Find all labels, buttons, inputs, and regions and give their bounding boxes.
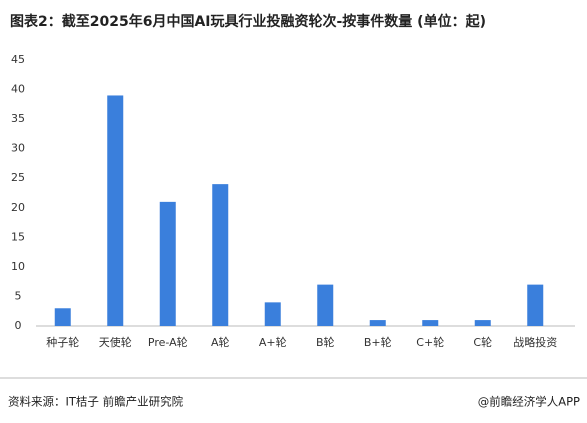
bar [527,284,544,326]
bar [422,320,439,326]
x-tick-label: B+轮 [364,335,392,349]
y-tick-label: 0 [15,319,22,332]
x-tick-label: 战略投资 [513,335,557,349]
bar [107,95,124,326]
bar [54,308,71,326]
x-tick-label: C轮 [473,335,492,349]
y-tick-label: 25 [11,171,25,184]
source: 资料来源：IT桔子 前瞻产业研究院 [8,395,184,409]
bar [474,320,491,326]
bar [212,184,229,326]
x-tick-label: B轮 [316,335,335,349]
bar [159,201,176,326]
bar [264,302,281,326]
y-tick-label: 5 [15,289,22,302]
x-tick-label: A+轮 [259,335,287,349]
bar [369,320,386,326]
x-tick-label: A轮 [211,335,230,349]
chart-title: 图表2：截至2025年6月中国AI玩具行业投融资轮次-按事件数量 (单位：起) [10,13,486,30]
y-tick-label: 20 [11,201,25,214]
x-tick-label: Pre-A轮 [148,335,188,349]
x-tick-label: 天使轮 [99,335,132,349]
y-tick-label: 45 [11,53,25,66]
x-tick-label: C+轮 [416,335,444,349]
credit: @前瞻经济学人APP [478,395,580,409]
y-tick-label: 10 [11,260,25,273]
y-tick-label: 40 [11,83,25,96]
x-tick-label: 种子轮 [46,335,79,349]
y-tick-label: 15 [11,230,25,243]
y-tick-label: 35 [11,112,25,125]
y-tick-label: 30 [11,142,25,155]
bar [317,284,334,326]
